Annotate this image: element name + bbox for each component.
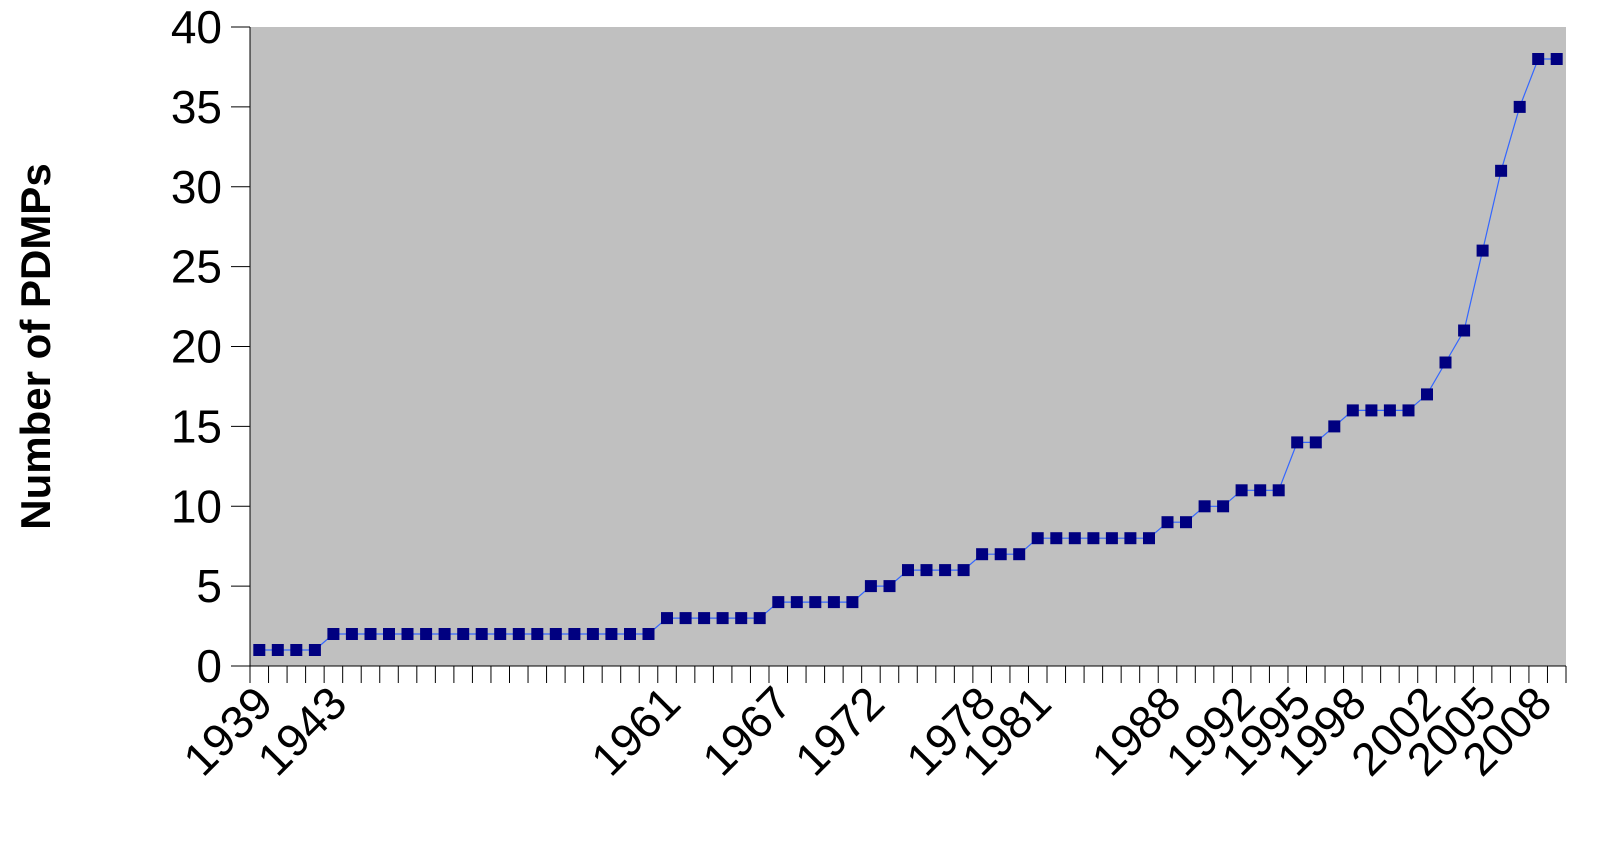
data-point [327, 628, 340, 640]
data-point [271, 644, 284, 656]
data-point [1421, 388, 1433, 401]
data-point [383, 628, 395, 640]
data-point [846, 596, 859, 609]
data-point [401, 628, 414, 640]
data-point [1235, 484, 1248, 497]
data-point [920, 564, 933, 577]
data-point [1309, 436, 1322, 449]
data-point [586, 628, 599, 640]
data-point [679, 612, 692, 625]
y-axis: 0 5 10 15 20 25 30 35 40 [171, 1, 251, 692]
data-point [494, 628, 507, 640]
data-point [1532, 53, 1545, 65]
data-point [1550, 53, 1563, 65]
data-point [790, 596, 803, 609]
data-point [1495, 164, 1508, 177]
data-point [994, 548, 1007, 561]
data-point [290, 644, 303, 656]
data-point [809, 596, 822, 609]
data-point [661, 612, 673, 625]
y-tick-label: 10 [171, 480, 222, 532]
y-tick-label: 0 [196, 640, 222, 692]
data-point [1180, 516, 1192, 529]
data-points [253, 53, 1563, 656]
data-point [1143, 532, 1155, 545]
data-point [1031, 532, 1044, 545]
data-point [1402, 404, 1415, 417]
data-point [1161, 516, 1174, 529]
data-point [364, 628, 377, 640]
y-tick-label: 30 [171, 161, 222, 213]
data-point [308, 644, 321, 656]
y-tick-label: 5 [196, 560, 222, 612]
data-point [420, 628, 433, 640]
plot-area [250, 27, 1566, 666]
data-point [1124, 532, 1137, 545]
data-point [549, 628, 562, 640]
data-point [531, 628, 544, 640]
data-point [1513, 100, 1526, 113]
data-point [605, 628, 618, 640]
data-point [253, 644, 266, 656]
data-point [1198, 500, 1211, 513]
data-point [939, 564, 952, 577]
data-point [1105, 532, 1118, 545]
data-point [864, 580, 877, 593]
data-point [716, 612, 729, 625]
data-point [827, 596, 840, 609]
data-point [1476, 244, 1489, 257]
y-tick-label: 25 [171, 241, 222, 293]
data-point [568, 628, 581, 640]
data-point [457, 628, 470, 640]
data-point [698, 612, 711, 625]
data-point [902, 564, 914, 577]
data-point [735, 612, 748, 625]
data-point [957, 564, 970, 577]
y-tick-label: 20 [171, 321, 222, 373]
data-point [883, 580, 896, 593]
data-point [345, 628, 358, 640]
data-point [642, 628, 655, 640]
data-point [1439, 356, 1452, 369]
data-point [976, 548, 989, 561]
data-point [1346, 404, 1359, 417]
data-point [438, 628, 451, 640]
y-axis-label: Number of PDMPs [12, 163, 59, 529]
data-point [1254, 484, 1267, 497]
data-point [512, 628, 525, 640]
y-tick-label: 40 [171, 1, 222, 53]
y-tick-label: 15 [171, 400, 222, 452]
data-point [1291, 436, 1304, 449]
x-tick-label: 1972 [785, 676, 894, 785]
data-point [1217, 500, 1230, 513]
data-point [753, 612, 766, 625]
data-point [1458, 324, 1471, 337]
data-point [1087, 532, 1100, 545]
data-point [1050, 532, 1063, 545]
data-point [1383, 404, 1396, 417]
data-point [1272, 484, 1285, 497]
x-tick-label: 1961 [581, 676, 690, 785]
data-point [475, 628, 488, 640]
data-point [1328, 420, 1341, 433]
x-tick-label: 1967 [692, 676, 801, 785]
data-point [1068, 532, 1081, 545]
data-point [1013, 548, 1026, 561]
data-point [1365, 404, 1378, 417]
data-point [772, 596, 785, 609]
y-tick-label: 35 [171, 81, 222, 133]
data-point [624, 628, 636, 640]
